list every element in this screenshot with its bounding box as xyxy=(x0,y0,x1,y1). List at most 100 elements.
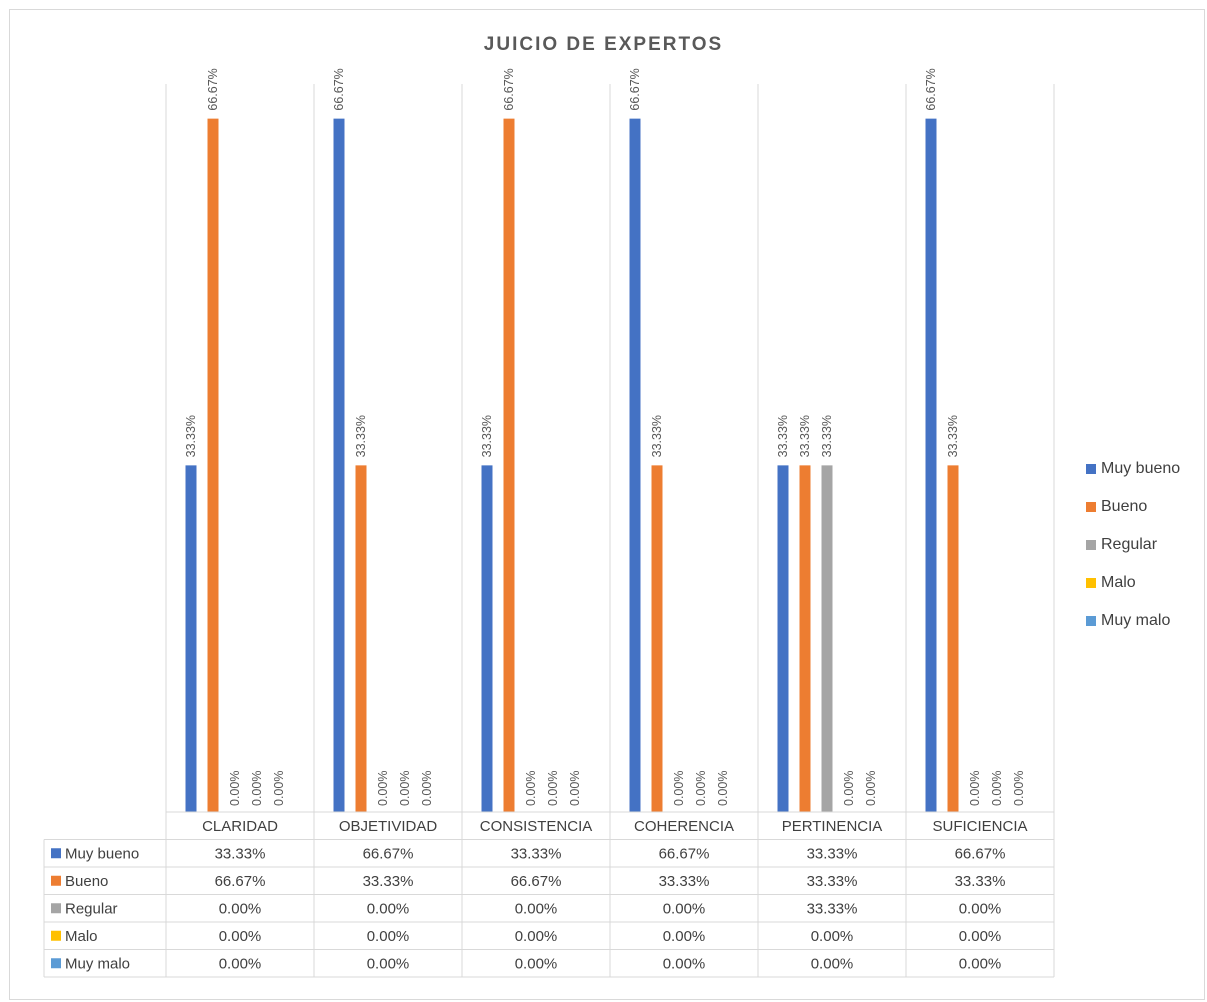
data-label-regular-consistencia: 0.00% xyxy=(524,771,538,806)
bar-muy-bueno-coherencia xyxy=(629,118,641,812)
data-label-bueno-consistencia: 66.67% xyxy=(502,68,516,110)
table-cell-muy-bueno-objetividad: 66.67% xyxy=(363,845,414,862)
table-key-bueno xyxy=(51,875,61,886)
table-cell-bueno-suficiencia: 33.33% xyxy=(955,873,1006,890)
table-cell-muy-malo-pertinencia: 0.00% xyxy=(811,955,854,972)
data-label-bueno-suficiencia: 33.33% xyxy=(946,415,960,457)
legend-item-muy-malo: Muy malo xyxy=(1086,602,1180,640)
data-label-muy-malo-pertinencia: 0.00% xyxy=(864,771,878,806)
bar-muy-bueno-claridad xyxy=(185,465,197,812)
legend-label: Malo xyxy=(1101,574,1136,591)
table-cell-bueno-coherencia: 33.33% xyxy=(659,873,710,890)
table-row-label-muy-malo: Muy malo xyxy=(65,955,130,972)
table-key-malo xyxy=(51,930,61,941)
data-label-malo-coherencia: 0.00% xyxy=(694,771,708,806)
table-key-regular xyxy=(51,903,61,914)
table-cell-regular-pertinencia: 33.33% xyxy=(807,900,858,917)
data-label-regular-coherencia: 0.00% xyxy=(672,771,686,806)
table-cell-regular-suficiencia: 0.00% xyxy=(959,900,1002,917)
data-label-regular-claridad: 0.00% xyxy=(228,771,242,806)
data-label-bueno-objetividad: 33.33% xyxy=(354,415,368,457)
table-cell-regular-coherencia: 0.00% xyxy=(663,900,706,917)
category-label-pertinencia: PERTINENCIA xyxy=(782,818,883,835)
legend-swatch xyxy=(1086,616,1096,626)
category-label-coherencia: COHERENCIA xyxy=(634,818,734,835)
table-cell-regular-consistencia: 0.00% xyxy=(515,900,558,917)
data-label-muy-bueno-objetividad: 66.67% xyxy=(332,68,346,110)
table-key-muy-bueno xyxy=(51,848,61,859)
data-label-malo-pertinencia: 0.00% xyxy=(842,771,856,806)
chart-legend: Muy bueno Bueno Regular Malo Muy malo xyxy=(1086,450,1180,640)
data-label-muy-bueno-coherencia: 66.67% xyxy=(628,68,642,110)
bar-bueno-suficiencia xyxy=(947,465,959,812)
data-label-malo-suficiencia: 0.00% xyxy=(990,771,1004,806)
category-label-objetividad: OBJETIVIDAD xyxy=(339,818,438,835)
bar-bueno-pertinencia xyxy=(799,465,811,812)
table-row-label-bueno: Bueno xyxy=(65,873,108,890)
data-label-bueno-coherencia: 33.33% xyxy=(650,415,664,457)
table-cell-muy-bueno-claridad: 33.33% xyxy=(215,845,266,862)
legend-label: Bueno xyxy=(1101,498,1148,515)
data-label-malo-objetividad: 0.00% xyxy=(398,771,412,806)
data-label-muy-bueno-pertinencia: 33.33% xyxy=(776,415,790,457)
table-cell-muy-bueno-suficiencia: 66.67% xyxy=(955,845,1006,862)
category-label-claridad: CLARIDAD xyxy=(202,818,278,835)
legend-swatch xyxy=(1086,502,1096,512)
table-row-label-malo: Malo xyxy=(65,928,98,945)
data-label-regular-suficiencia: 0.00% xyxy=(968,771,982,806)
legend-swatch xyxy=(1086,578,1096,588)
legend-label: Muy malo xyxy=(1101,612,1171,629)
legend-item-bueno: Bueno xyxy=(1086,488,1180,526)
bar-bueno-coherencia xyxy=(651,465,663,812)
table-cell-regular-objetividad: 0.00% xyxy=(367,900,410,917)
category-label-suficiencia: SUFICIENCIA xyxy=(932,818,1027,835)
bar-bueno-consistencia xyxy=(503,118,515,812)
legend-label: Muy bueno xyxy=(1101,460,1181,477)
bar-bueno-claridad xyxy=(207,118,219,812)
table-row-label-regular: Regular xyxy=(65,900,118,917)
data-label-malo-claridad: 0.00% xyxy=(250,771,264,806)
data-label-muy-malo-claridad: 0.00% xyxy=(272,771,286,806)
table-cell-malo-claridad: 0.00% xyxy=(219,928,262,945)
legend-swatch xyxy=(1086,540,1096,550)
data-label-regular-pertinencia: 33.33% xyxy=(820,415,834,457)
bar-muy-bueno-objetividad xyxy=(333,118,345,812)
data-label-bueno-pertinencia: 33.33% xyxy=(798,415,812,457)
table-cell-bueno-consistencia: 66.67% xyxy=(511,873,562,890)
table-cell-malo-pertinencia: 0.00% xyxy=(811,928,854,945)
bar-muy-bueno-pertinencia xyxy=(777,465,789,812)
chart-title: JUICIO DE EXPERTOS xyxy=(483,34,724,55)
table-cell-muy-bueno-consistencia: 33.33% xyxy=(511,845,562,862)
category-label-consistencia: CONSISTENCIA xyxy=(480,818,593,835)
table-cell-muy-malo-objetividad: 0.00% xyxy=(367,955,410,972)
table-cell-muy-bueno-pertinencia: 33.33% xyxy=(807,845,858,862)
legend-swatch xyxy=(1086,464,1096,474)
data-label-muy-bueno-claridad: 33.33% xyxy=(184,415,198,457)
legend-label: Regular xyxy=(1101,536,1158,553)
table-cell-muy-malo-consistencia: 0.00% xyxy=(515,955,558,972)
data-label-muy-malo-objetividad: 0.00% xyxy=(420,771,434,806)
legend-item-muy-bueno: Muy bueno xyxy=(1086,450,1180,488)
table-cell-malo-suficiencia: 0.00% xyxy=(959,928,1002,945)
table-key-muy-malo xyxy=(51,958,61,969)
legend-item-malo: Malo xyxy=(1086,564,1180,602)
data-label-bueno-claridad: 66.67% xyxy=(206,68,220,110)
bar-muy-bueno-consistencia xyxy=(481,465,493,812)
data-label-muy-malo-coherencia: 0.00% xyxy=(716,771,730,806)
table-cell-malo-coherencia: 0.00% xyxy=(663,928,706,945)
bar-regular-pertinencia xyxy=(821,465,833,812)
table-cell-muy-malo-suficiencia: 0.00% xyxy=(959,955,1002,972)
table-cell-muy-malo-claridad: 0.00% xyxy=(219,955,262,972)
table-cell-malo-consistencia: 0.00% xyxy=(515,928,558,945)
data-label-malo-consistencia: 0.00% xyxy=(546,771,560,806)
table-cell-bueno-claridad: 66.67% xyxy=(215,873,266,890)
data-label-muy-malo-suficiencia: 0.00% xyxy=(1012,771,1026,806)
legend-item-regular: Regular xyxy=(1086,526,1180,564)
table-cell-bueno-objetividad: 33.33% xyxy=(363,873,414,890)
table-cell-bueno-pertinencia: 33.33% xyxy=(807,873,858,890)
bar-bueno-objetividad xyxy=(355,465,367,812)
data-label-muy-bueno-suficiencia: 66.67% xyxy=(924,68,938,110)
table-cell-muy-bueno-coherencia: 66.67% xyxy=(659,845,710,862)
data-label-muy-malo-consistencia: 0.00% xyxy=(568,771,582,806)
